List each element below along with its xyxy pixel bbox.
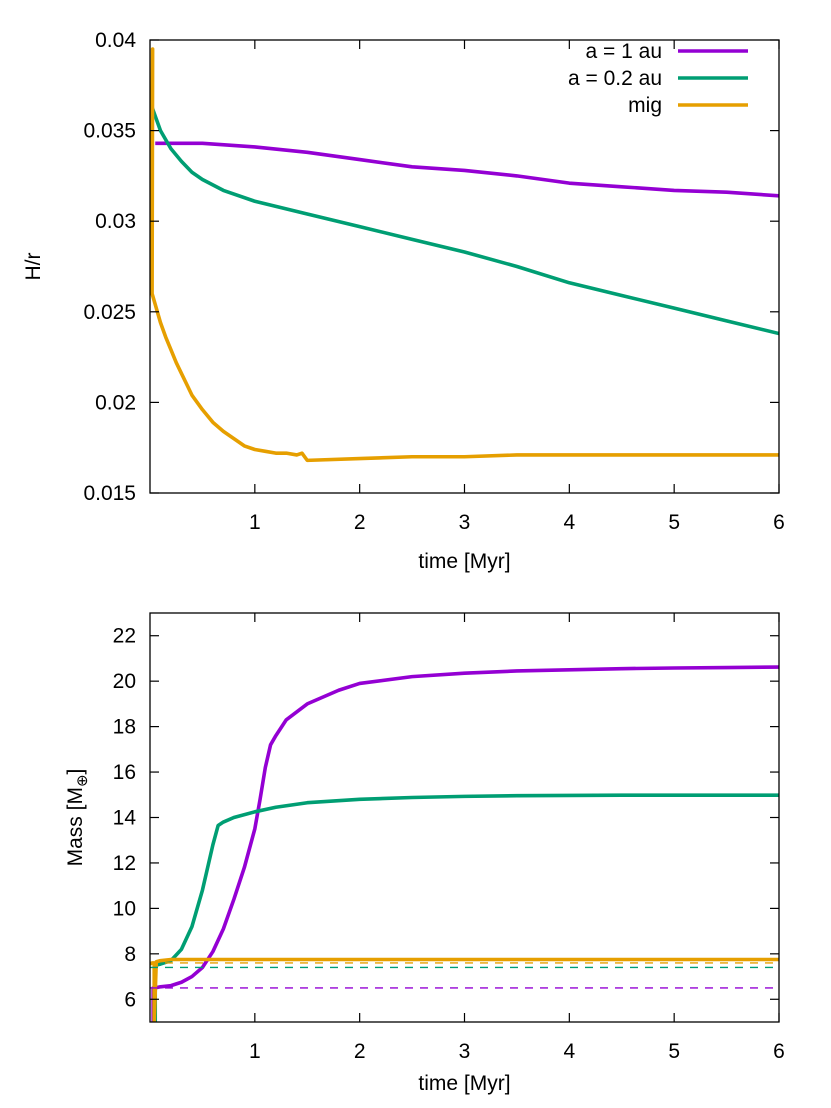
series-line-a-1-au <box>155 141 779 198</box>
y-tick-label: 22 <box>113 625 136 648</box>
legend-label: a = 1 au <box>586 40 662 63</box>
y-tick-label: 14 <box>113 807 137 830</box>
x-tick-label: 1 <box>249 1040 261 1063</box>
y-tick-label: 0.015 <box>83 482 136 505</box>
y-tick-label: 20 <box>113 670 136 693</box>
y-tick-label: 0.02 <box>95 391 136 414</box>
y-tick-label: 0.025 <box>83 301 136 324</box>
series-line-a-1-au <box>151 665 779 1022</box>
x-tick-label: 4 <box>563 1040 575 1063</box>
x-tick-label: 6 <box>773 1040 785 1063</box>
x-tick-label: 5 <box>668 511 680 534</box>
series-group <box>150 665 779 1022</box>
y-axis-label: H/r <box>22 253 45 281</box>
x-tick-label: 3 <box>459 511 471 534</box>
plot-frame <box>149 39 780 494</box>
legend-label: mig <box>628 94 662 117</box>
series-line-a-0-2-au <box>150 100 779 336</box>
legend-label: a = 0.2 au <box>568 67 662 90</box>
y-tick-label: 16 <box>113 761 136 784</box>
x-axis-label: time [Myr] <box>418 1072 510 1095</box>
x-tick-label: 4 <box>563 511 575 534</box>
y-tick-label: 6 <box>124 988 136 1011</box>
x-tick-label: 2 <box>354 511 366 534</box>
y-axis-label: Mass [M⊕] <box>64 769 91 867</box>
x-tick-label: 3 <box>459 1040 471 1063</box>
y-tick-label: 0.04 <box>95 29 136 52</box>
series-line-a-0-2-au <box>153 793 779 1022</box>
x-tick-label: 2 <box>354 1040 366 1063</box>
y-tick-label: 8 <box>124 943 136 966</box>
y-tick-label: 12 <box>113 852 136 875</box>
x-tick-label: 5 <box>668 1040 680 1063</box>
y-axis-label-close: ] <box>64 769 87 775</box>
y-axis-label-sub: ⊕ <box>74 774 91 787</box>
series-group <box>150 47 779 463</box>
x-axis-label: time [Myr] <box>418 550 510 573</box>
y-tick-label: 0.035 <box>83 120 136 143</box>
y-tick-label: 18 <box>113 716 136 739</box>
x-tick-label: 6 <box>773 511 785 534</box>
series-line-mig <box>150 957 779 1022</box>
series-line-mig <box>150 47 779 463</box>
y-tick-label: 0.03 <box>95 210 136 233</box>
x-tick-label: 1 <box>249 511 261 534</box>
y-tick-label: 10 <box>113 897 136 920</box>
hr-panel: 1 2 3 4 5 6 0.015 0.02 0.025 0.03 0.035 0.04 time [M… <box>22 29 785 573</box>
legend: a = 1 au a = 0.2 au mig <box>568 40 748 117</box>
